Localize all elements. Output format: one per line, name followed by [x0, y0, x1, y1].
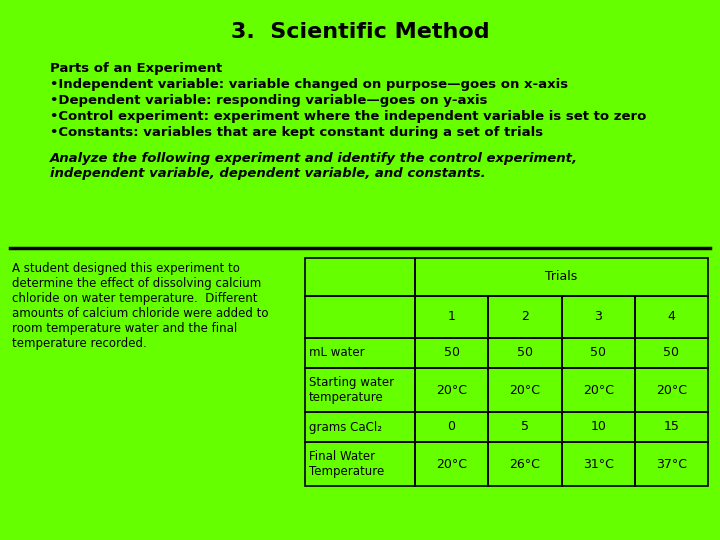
Text: 3: 3	[594, 310, 602, 323]
Text: Trials: Trials	[545, 271, 577, 284]
Text: 26°C: 26°C	[510, 457, 540, 470]
Bar	[562, 412, 635, 442]
Text: 0: 0	[448, 421, 456, 434]
Bar	[488, 338, 562, 368]
Text: 3.  Scientific Method: 3. Scientific Method	[230, 22, 490, 42]
Text: Parts of an Experiment: Parts of an Experiment	[50, 62, 222, 75]
Text: 20°C: 20°C	[582, 383, 613, 396]
Text: •Constants: variables that are kept constant during a set of trials: •Constants: variables that are kept cons…	[50, 126, 543, 139]
Text: •Independent variable: variable changed on purpose—goes on x-axis: •Independent variable: variable changed …	[50, 78, 568, 91]
Bar	[305, 258, 415, 296]
Text: 50: 50	[663, 347, 680, 360]
Bar	[635, 442, 708, 486]
Bar	[415, 412, 488, 442]
Bar	[305, 338, 415, 368]
Text: 20°C: 20°C	[436, 457, 467, 470]
Bar	[562, 368, 635, 412]
Text: 50: 50	[444, 347, 459, 360]
Text: 20°C: 20°C	[509, 383, 541, 396]
Bar	[415, 258, 708, 296]
Bar	[635, 338, 708, 368]
Text: 4: 4	[667, 310, 675, 323]
Text: 37°C: 37°C	[656, 457, 687, 470]
Text: 2: 2	[521, 310, 528, 323]
Bar	[562, 442, 635, 486]
Bar	[488, 412, 562, 442]
Text: •Dependent variable: responding variable—goes on y-axis: •Dependent variable: responding variable…	[50, 94, 487, 107]
Bar	[562, 296, 635, 338]
Text: 20°C: 20°C	[436, 383, 467, 396]
Text: 10: 10	[590, 421, 606, 434]
Text: A student designed this experiment to
determine the effect of dissolving calcium: A student designed this experiment to de…	[12, 262, 269, 350]
Bar	[635, 368, 708, 412]
Bar	[488, 296, 562, 338]
Text: 50: 50	[590, 347, 606, 360]
Text: Final Water
Temperature: Final Water Temperature	[309, 450, 384, 478]
Text: 31°C: 31°C	[582, 457, 613, 470]
Bar	[635, 412, 708, 442]
Text: mL water: mL water	[309, 347, 364, 360]
Text: 20°C: 20°C	[656, 383, 687, 396]
Bar	[305, 442, 415, 486]
Text: Starting water
temperature: Starting water temperature	[309, 376, 394, 404]
Text: grams CaCl₂: grams CaCl₂	[309, 421, 382, 434]
Bar	[562, 338, 635, 368]
Text: 15: 15	[663, 421, 679, 434]
Bar	[415, 442, 488, 486]
Bar	[305, 412, 415, 442]
Text: Analyze the following experiment and identify the control experiment,
independen: Analyze the following experiment and ide…	[50, 152, 578, 180]
Bar	[305, 296, 415, 338]
Bar	[635, 296, 708, 338]
Bar	[415, 338, 488, 368]
Bar	[488, 442, 562, 486]
Text: 50: 50	[517, 347, 533, 360]
Text: 1: 1	[448, 310, 456, 323]
Bar	[415, 296, 488, 338]
Text: 5: 5	[521, 421, 529, 434]
Text: •Control experiment: experiment where the independent variable is set to zero: •Control experiment: experiment where th…	[50, 110, 647, 123]
Bar	[415, 368, 488, 412]
Bar	[305, 368, 415, 412]
Bar	[488, 368, 562, 412]
